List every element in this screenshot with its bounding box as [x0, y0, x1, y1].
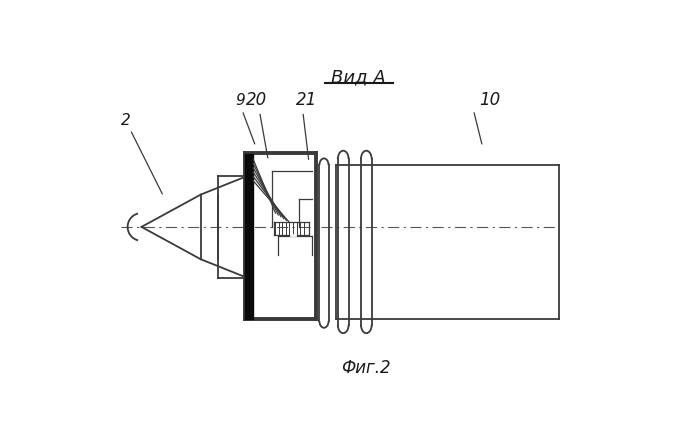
Text: 2: 2: [121, 113, 131, 128]
Text: Вид А: Вид А: [331, 68, 386, 86]
Text: Фиг.2: Фиг.2: [342, 360, 391, 377]
Text: 21: 21: [296, 91, 317, 109]
Text: 20: 20: [246, 91, 268, 109]
Text: 10: 10: [479, 91, 500, 109]
Text: 9: 9: [235, 93, 245, 108]
